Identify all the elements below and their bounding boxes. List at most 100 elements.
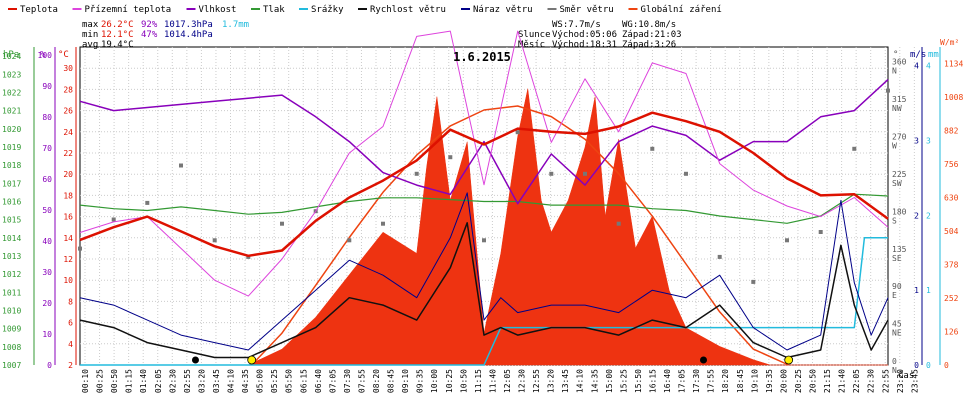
stats-avg-temp: 19.4°C xyxy=(101,40,134,50)
legend-label-8: Globální záření xyxy=(641,5,722,15)
x-tick-label: 05:25 xyxy=(270,369,279,393)
wind-unit: m/s xyxy=(910,50,926,60)
hpa-unit: hPa xyxy=(3,50,19,60)
wind-direction-point xyxy=(515,130,520,135)
hpa-tick: 1011 xyxy=(2,288,21,297)
dir-tick-label: N xyxy=(892,366,897,375)
rad-tick: 126 xyxy=(944,328,959,337)
temp-tick: 28 xyxy=(63,85,73,94)
rad-tick: 252 xyxy=(944,294,959,303)
wind-tick: 4 xyxy=(914,62,919,71)
x-tick-label: 07:55 xyxy=(357,369,366,393)
stats-min-press: 1014.4hPa xyxy=(164,30,213,40)
pct-tick: 90 xyxy=(42,82,52,91)
x-tick-label: 03:20 xyxy=(197,369,206,393)
wind-direction-point xyxy=(448,155,453,160)
pct-tick: 20 xyxy=(42,299,52,308)
rad-tick: 630 xyxy=(944,194,959,203)
x-tick-label: 19:35 xyxy=(765,369,774,393)
x-tick-label: 15:00 xyxy=(605,369,614,393)
temp-tick: 8 xyxy=(68,297,73,306)
info-moon-label: Měsíc xyxy=(518,40,545,50)
rad-tick: 504 xyxy=(944,227,959,236)
legend-label-4: Srážky xyxy=(311,5,344,15)
wind-direction-point xyxy=(751,279,756,284)
info-block: WS:7.7m/s WG:10.8m/s Slunce Východ:05:06… xyxy=(518,20,682,50)
hpa-tick: 1015 xyxy=(2,216,21,225)
hpa-tick: 1013 xyxy=(2,252,21,261)
hpa-tick: 1012 xyxy=(2,270,21,279)
x-tick-label: 01:40 xyxy=(139,369,148,393)
dir-tick: 180 xyxy=(892,207,907,216)
hpa-tick: 1009 xyxy=(2,325,21,334)
wind-direction-point xyxy=(549,171,554,176)
info-sun-label: Slunce xyxy=(518,30,551,40)
rain-tick: 0 xyxy=(926,361,931,370)
info-sun-set: Západ:21:03 xyxy=(622,30,682,40)
temp-tick: 12 xyxy=(63,255,73,264)
wind-tick: 3 xyxy=(914,137,919,146)
pct-tick: 80 xyxy=(42,113,52,122)
legend-label-6: Náraz větru xyxy=(473,5,533,15)
hpa-tick: 1023 xyxy=(2,70,21,79)
wind-direction-point xyxy=(179,163,183,168)
x-tick-label: 14:10 xyxy=(576,369,585,393)
temp-tick: 6 xyxy=(68,319,73,328)
x-tick-label: 20:00 xyxy=(779,369,788,393)
x-tick-label: 22:30 xyxy=(867,369,876,393)
x-tick-label: 05:50 xyxy=(285,369,294,393)
stats-max-temp: 26.2°C xyxy=(101,20,134,30)
wind-direction-point xyxy=(583,171,587,176)
info-moon-set: Západ:3:26 xyxy=(622,40,676,50)
x-tick-label: 11:40 xyxy=(488,369,497,393)
dir-tick-label: S xyxy=(892,216,897,225)
x-tick-label: 20:50 xyxy=(809,369,818,393)
stats-max-rain: 1.7mm xyxy=(222,20,249,30)
x-tick-label: 06:40 xyxy=(314,369,323,393)
x-tick-label: 09:10 xyxy=(401,369,410,393)
stats-min-temp: 12.1°C xyxy=(101,30,134,40)
hpa-tick: 1017 xyxy=(2,179,21,188)
wind-direction-point xyxy=(212,238,217,243)
stats-block: max 26.2°C 92% 1017.3hPa 1.7mm min 12.1°… xyxy=(82,20,249,50)
x-tick-label: 10:50 xyxy=(459,369,468,393)
hpa-tick: 1018 xyxy=(2,161,21,170)
rad-tick: 756 xyxy=(944,160,959,169)
wind-direction-point xyxy=(280,221,284,226)
hpa-tick: 1019 xyxy=(2,143,21,152)
x-tick-label: 17:30 xyxy=(692,369,701,393)
x-tick-label: 23:20 xyxy=(896,369,905,393)
wind-gust-line xyxy=(79,192,889,351)
x-tick-label: 02:55 xyxy=(183,369,192,393)
legend: Teplota Přízemní teplota Vlhkost Tlak Srážky… xyxy=(8,5,722,15)
rain-unit: mm xyxy=(928,50,939,60)
x-tick-label: 17:05 xyxy=(678,369,687,393)
temp-tick: 30 xyxy=(63,64,73,73)
wind-tick: 0 xyxy=(914,361,919,370)
wind-direction-point xyxy=(785,238,789,243)
hpa-tick: 1014 xyxy=(2,234,21,243)
temp-tick: 2 xyxy=(68,361,73,370)
stats-min-label: min xyxy=(82,30,98,40)
x-tick-label: 00:50 xyxy=(110,369,119,393)
dir-tick: 0 xyxy=(892,357,897,366)
wind-direction-point xyxy=(145,200,150,205)
x-tick-label: 12:30 xyxy=(518,369,527,393)
x-tick-label: 00:10 xyxy=(81,369,90,393)
hpa-tick: 1007 xyxy=(2,361,21,370)
legend-label-0: Teplota xyxy=(20,5,58,15)
x-tick-label: 13:45 xyxy=(561,369,570,393)
pct-tick: 0 xyxy=(47,361,52,370)
rad-tick: 378 xyxy=(944,261,959,270)
dir-tick: 45 xyxy=(892,320,902,329)
rain-tick: 2 xyxy=(926,211,931,220)
temp-unit: °C xyxy=(58,50,69,60)
temp-tick: 22 xyxy=(63,149,73,158)
stats-min-hum: 47% xyxy=(141,30,158,40)
chart-title: 1.6.2015 xyxy=(453,50,511,64)
x-tick-label: 18:20 xyxy=(721,369,730,393)
temp-tick: 24 xyxy=(63,128,73,137)
x-tick-label: 12:55 xyxy=(532,369,541,393)
moon-marker xyxy=(700,356,708,364)
wind-direction-point xyxy=(381,221,385,226)
